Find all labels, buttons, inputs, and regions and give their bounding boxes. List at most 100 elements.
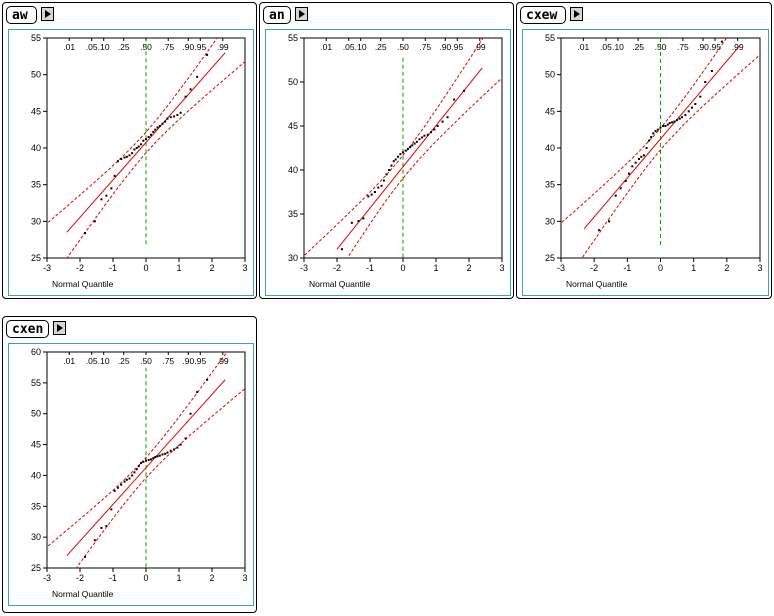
- plot-frame-cxew: .01.05.10.25.50.75.90.95.99 -3 -2 -1 0 1 2 3 25 3…: [522, 29, 769, 296]
- data-point: [113, 174, 116, 177]
- data-point: [373, 191, 376, 193]
- panel-cxen: cxen .01 .05.10 .25 .50 .75 .90.95 .99 -3 -2 -1 0 1…: [2, 316, 257, 613]
- x-tick-label: -2: [590, 263, 598, 273]
- data-point: [83, 232, 86, 235]
- x-tick-label: 1: [176, 573, 181, 583]
- x-tick-label: 2: [209, 573, 214, 583]
- data-point: [691, 106, 694, 109]
- y-tick-label: 50: [31, 409, 41, 419]
- y-tick-label: 50: [31, 70, 41, 80]
- data-point: [433, 128, 436, 131]
- disclosure-triangle-icon[interactable]: [570, 7, 583, 21]
- x-tick-label: 3: [242, 573, 247, 583]
- plot-content: [304, 38, 502, 258]
- data-point: [392, 160, 395, 163]
- data-point: [681, 116, 684, 119]
- data-point: [608, 220, 611, 223]
- data-point: [189, 88, 192, 91]
- prob-tick-label: .75: [677, 42, 689, 52]
- panel-title-cxew[interactable]: cxew: [520, 6, 566, 24]
- data-point: [634, 161, 637, 164]
- disclosure-triangle-icon[interactable]: [53, 321, 66, 335]
- y-tick-label: 55: [31, 33, 41, 43]
- panel-title-aw[interactable]: aw: [6, 6, 37, 24]
- prob-tick-label: .01: [577, 42, 589, 52]
- prob-tick-label: .01: [63, 42, 75, 52]
- data-point: [156, 455, 159, 458]
- data-point: [164, 452, 167, 455]
- data-point: [390, 164, 393, 167]
- data-point: [710, 70, 713, 72]
- x-tick-label: 0: [400, 263, 405, 273]
- disclosure-triangle-icon[interactable]: [295, 7, 308, 21]
- prob-tick-label: .50: [397, 42, 409, 52]
- plot-area-frame: [46, 37, 246, 259]
- data-point: [671, 121, 674, 124]
- data-point: [664, 125, 667, 127]
- data-point: [145, 138, 147, 141]
- data-point: [184, 437, 187, 440]
- prob-tick-label: .05: [600, 42, 612, 52]
- panel-an: an .01 .05.10 .25 .50 .75 .90.95 .99 -3 -2 -1 0 1 2 3…: [259, 2, 514, 299]
- data-point: [120, 158, 123, 160]
- data-point: [694, 103, 697, 105]
- data-point: [128, 154, 131, 157]
- data-point: [382, 179, 385, 182]
- data-point: [652, 132, 655, 135]
- data-point: [196, 75, 199, 78]
- data-point: [123, 480, 126, 483]
- prob-tick-label: .90: [697, 42, 709, 52]
- data-point: [142, 139, 145, 142]
- data-point: [142, 460, 145, 463]
- prob-tick-label: .05: [86, 356, 98, 366]
- plot-area-frame: [560, 37, 761, 259]
- data-point: [627, 172, 630, 175]
- panel-title-an[interactable]: an: [263, 6, 291, 24]
- x-tick-label: 3: [757, 263, 762, 273]
- x-tick-label: 0: [143, 573, 148, 583]
- data-point: [463, 89, 466, 92]
- data-point: [158, 454, 161, 457]
- confidence-band-upper: [304, 38, 484, 257]
- panel-title-cxen[interactable]: cxen: [6, 320, 49, 338]
- fit-line: [66, 379, 226, 556]
- data-point: [105, 194, 108, 197]
- prob-tick-label: .75: [162, 42, 174, 52]
- data-point: [173, 115, 176, 118]
- panel-aw: aw .01.05.10.25.50.75.90.95.99 -3 -2 -1 0 1 2 3…: [2, 2, 257, 299]
- data-point: [413, 142, 416, 145]
- data-point: [154, 455, 157, 458]
- data-point: [93, 539, 96, 542]
- prob-tick-label: .01: [320, 42, 332, 52]
- prob-tick-label: .95: [451, 42, 463, 52]
- data-point: [147, 136, 150, 138]
- data-point: [140, 462, 143, 465]
- x-axis-label: Normal Quantile: [309, 279, 371, 289]
- panel-cxew: cxew .01.05.10.25.50.75.90.95.99 -3 -2 -1 0 1…: [516, 2, 772, 299]
- prob-tick-label: .90: [439, 42, 451, 52]
- data-point: [125, 155, 128, 158]
- prob-tick-label: .75: [162, 356, 174, 366]
- data-point: [131, 152, 134, 155]
- x-tick-label: -3: [43, 263, 51, 273]
- data-point: [436, 125, 439, 127]
- data-point: [152, 457, 155, 460]
- disclosure-triangle-icon[interactable]: [41, 7, 54, 21]
- data-point: [687, 110, 690, 113]
- y-tick-label: 45: [288, 121, 298, 131]
- data-point: [614, 194, 617, 197]
- data-point: [659, 126, 662, 129]
- data-point: [399, 153, 402, 156]
- x-tick-label: -1: [109, 263, 117, 273]
- data-point: [131, 474, 134, 477]
- data-point: [441, 120, 444, 123]
- quantile-plot-cxen: .01 .05.10 .25 .50 .75 .90.95 .99 -3 -2 -1 0 1 2 3 25 3…: [31, 347, 248, 599]
- y-tick-label: 35: [545, 180, 555, 190]
- data-point: [83, 555, 86, 558]
- data-point: [120, 483, 123, 486]
- data-point: [164, 120, 167, 123]
- data-point: [169, 449, 172, 452]
- fit-line: [336, 67, 483, 250]
- fit-line: [583, 45, 741, 229]
- data-point: [116, 486, 119, 489]
